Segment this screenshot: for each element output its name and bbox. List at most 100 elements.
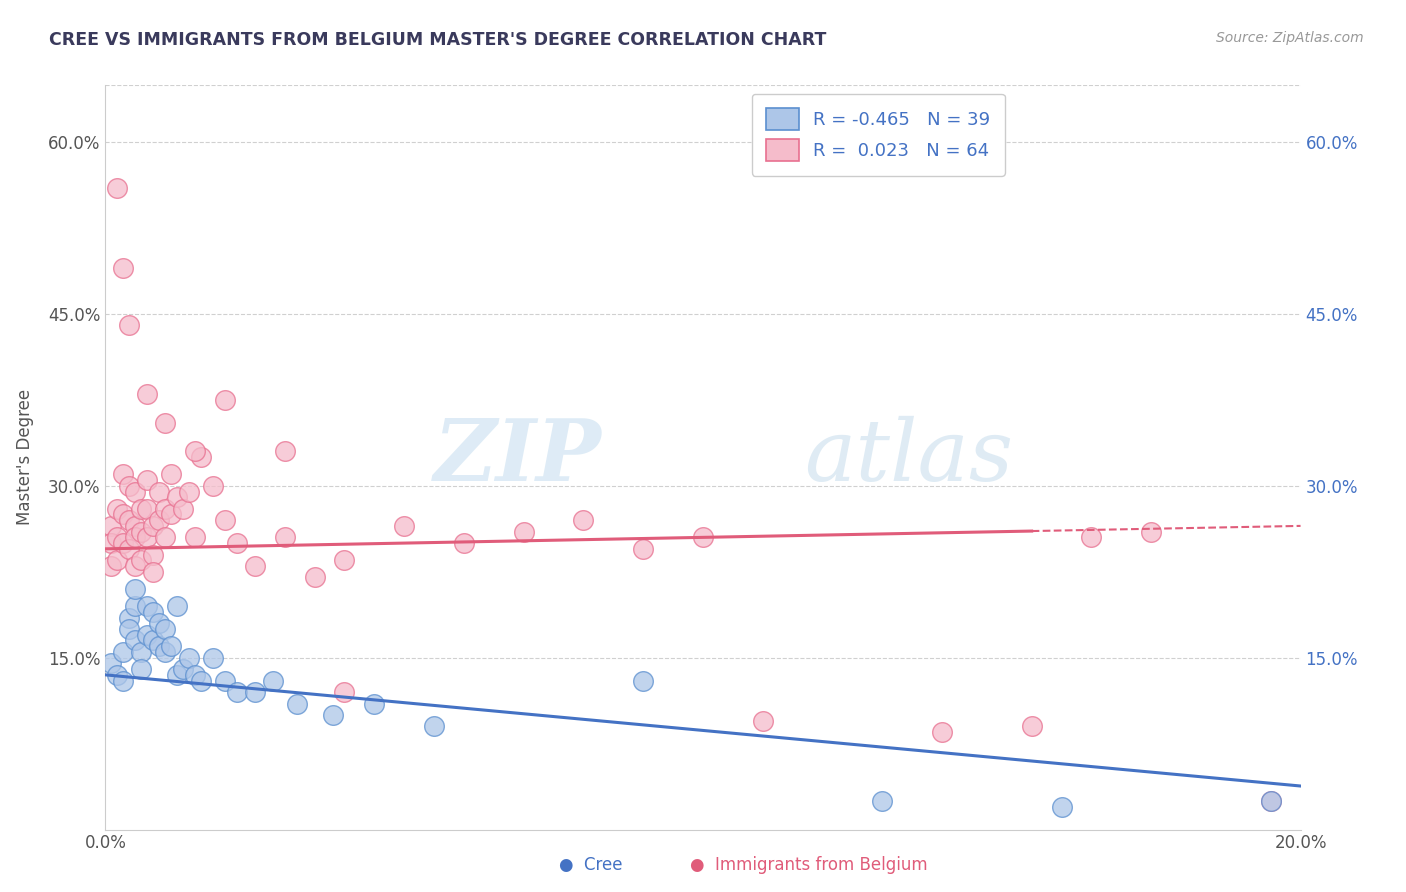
Point xyxy=(172,501,194,516)
Point xyxy=(118,541,141,556)
Point xyxy=(136,599,159,614)
Point xyxy=(129,501,153,516)
Point xyxy=(107,668,129,682)
Point xyxy=(107,181,129,195)
Point xyxy=(136,501,159,516)
Point xyxy=(118,513,141,527)
Point xyxy=(107,530,129,544)
Point xyxy=(184,530,207,544)
Point xyxy=(142,565,165,579)
Point xyxy=(118,479,141,493)
Point xyxy=(214,673,236,688)
Point xyxy=(112,261,135,276)
Text: atlas: atlas xyxy=(804,416,1014,499)
Point xyxy=(184,444,207,458)
Point xyxy=(177,484,201,499)
Point xyxy=(1260,794,1282,808)
Point xyxy=(453,536,475,550)
Point xyxy=(136,530,159,544)
Point xyxy=(214,513,236,527)
Point xyxy=(160,467,183,482)
Point xyxy=(190,450,212,465)
Point xyxy=(394,519,416,533)
Point xyxy=(107,553,129,567)
Point xyxy=(633,673,655,688)
Point xyxy=(166,668,188,682)
Point xyxy=(166,599,188,614)
Text: CREE VS IMMIGRANTS FROM BELGIUM MASTER'S DEGREE CORRELATION CHART: CREE VS IMMIGRANTS FROM BELGIUM MASTER'S… xyxy=(49,31,827,49)
Text: Source: ZipAtlas.com: Source: ZipAtlas.com xyxy=(1216,31,1364,45)
Point xyxy=(124,633,146,648)
Point xyxy=(142,633,165,648)
Point xyxy=(172,662,194,676)
Point xyxy=(177,650,201,665)
Point xyxy=(112,508,135,522)
Point xyxy=(148,616,170,631)
Point xyxy=(112,673,135,688)
Point xyxy=(129,662,153,676)
Point xyxy=(129,524,153,539)
Point xyxy=(1140,524,1163,539)
Point xyxy=(142,605,165,619)
Point xyxy=(184,668,207,682)
Point xyxy=(107,501,129,516)
Point xyxy=(692,530,714,544)
Point xyxy=(112,467,135,482)
Point xyxy=(148,513,170,527)
Point xyxy=(166,490,188,504)
Point xyxy=(124,519,146,533)
Point xyxy=(155,530,177,544)
Point xyxy=(124,530,146,544)
Point xyxy=(751,714,773,728)
Point xyxy=(363,697,385,711)
Point xyxy=(513,524,536,539)
Y-axis label: Master's Degree: Master's Degree xyxy=(17,389,34,525)
Legend: R = -0.465   N = 39, R =  0.023   N = 64: R = -0.465 N = 39, R = 0.023 N = 64 xyxy=(752,94,1005,176)
Point xyxy=(202,650,225,665)
Point xyxy=(142,519,165,533)
Point xyxy=(333,553,356,567)
Point xyxy=(243,685,266,699)
Point xyxy=(142,548,165,562)
Point xyxy=(423,719,446,733)
Point xyxy=(118,610,141,624)
Point xyxy=(100,559,122,574)
Point xyxy=(100,536,122,550)
Point xyxy=(1080,530,1102,544)
Point xyxy=(1050,799,1073,814)
Point xyxy=(155,645,177,659)
Point xyxy=(1021,719,1043,733)
Point xyxy=(136,473,159,487)
Point xyxy=(243,559,266,574)
Point xyxy=(931,725,953,739)
Point xyxy=(112,645,135,659)
Text: ZIP: ZIP xyxy=(433,416,602,499)
Point xyxy=(124,559,146,574)
Point xyxy=(225,685,249,699)
Point xyxy=(872,794,894,808)
Point xyxy=(155,622,177,636)
Point xyxy=(155,416,177,430)
Point xyxy=(118,622,141,636)
Point xyxy=(1260,794,1282,808)
Text: ●  Immigrants from Belgium: ● Immigrants from Belgium xyxy=(689,855,928,873)
Point xyxy=(100,519,122,533)
Point xyxy=(262,673,284,688)
Point xyxy=(633,541,655,556)
Point xyxy=(214,392,236,407)
Point xyxy=(112,536,135,550)
Point xyxy=(572,513,595,527)
Point xyxy=(155,501,177,516)
Text: ●  Cree: ● Cree xyxy=(558,855,623,873)
Point xyxy=(285,697,308,711)
Point xyxy=(273,530,295,544)
Point xyxy=(148,484,170,499)
Point xyxy=(190,673,212,688)
Point xyxy=(160,508,183,522)
Point xyxy=(118,318,141,333)
Point xyxy=(225,536,249,550)
Point xyxy=(160,639,183,653)
Point xyxy=(136,628,159,642)
Point xyxy=(273,444,295,458)
Point xyxy=(333,685,356,699)
